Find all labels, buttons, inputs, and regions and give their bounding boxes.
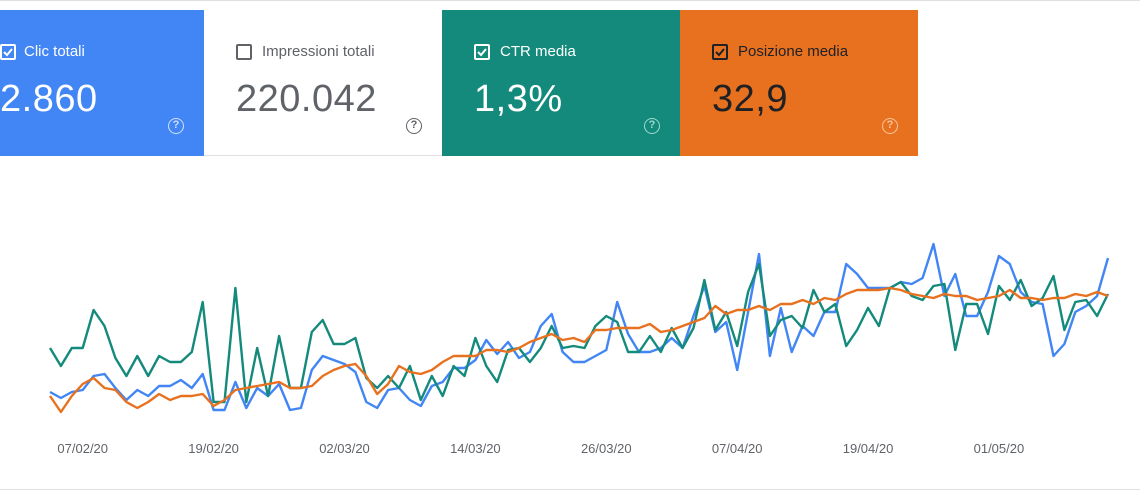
series-line-ctr-media bbox=[48, 262, 1110, 404]
metric-card-impressions[interactable]: Impressioni totali 220.042 ? bbox=[204, 10, 442, 156]
metric-card-clicks[interactable]: Clic totali 2.860 ? bbox=[0, 10, 204, 156]
position-value: 32,9 bbox=[712, 78, 788, 120]
impressions-value: 220.042 bbox=[236, 78, 377, 120]
metric-card-position[interactable]: Posizione media 32,9 ? bbox=[680, 10, 918, 156]
help-icon[interactable]: ? bbox=[168, 118, 184, 134]
help-icon[interactable]: ? bbox=[882, 118, 898, 134]
ctr-label: CTR media bbox=[500, 43, 576, 60]
x-tick-label: 19/02/20 bbox=[188, 441, 239, 456]
check-icon bbox=[715, 48, 725, 57]
metric-card-ctr[interactable]: CTR media 1,3% ? bbox=[442, 10, 680, 156]
x-tick-label: 14/03/20 bbox=[450, 441, 501, 456]
position-checkbox[interactable] bbox=[712, 44, 728, 60]
ctr-value: 1,3% bbox=[474, 78, 563, 120]
position-label: Posizione media bbox=[738, 43, 849, 60]
help-icon[interactable]: ? bbox=[644, 118, 660, 134]
impressions-label: Impressioni totali bbox=[262, 43, 375, 60]
clicks-checkbox[interactable] bbox=[0, 44, 16, 60]
check-icon bbox=[3, 48, 13, 57]
bottom-border bbox=[0, 489, 1140, 490]
series-line-posizione-media bbox=[49, 286, 1109, 414]
x-tick-label: 26/03/20 bbox=[581, 441, 632, 456]
top-border bbox=[0, 0, 1140, 1]
impressions-checkbox[interactable] bbox=[236, 44, 252, 60]
x-tick-label: 01/05/20 bbox=[974, 441, 1025, 456]
series-line-clic-totali bbox=[49, 242, 1110, 412]
x-tick-label: 07/04/20 bbox=[712, 441, 763, 456]
x-tick-label: 07/02/20 bbox=[57, 441, 108, 456]
clicks-value: 2.860 bbox=[0, 78, 98, 120]
clicks-label: Clic totali bbox=[24, 43, 85, 60]
performance-line-chart: 07/02/20 19/02/20 02/03/20 14/03/20 26/03/20… bbox=[48, 242, 1110, 456]
x-tick-label: 02/03/20 bbox=[319, 441, 370, 456]
ctr-checkbox[interactable] bbox=[474, 44, 490, 60]
check-icon bbox=[477, 48, 487, 57]
help-icon[interactable]: ? bbox=[406, 118, 422, 134]
x-tick-label: 19/04/20 bbox=[843, 441, 894, 456]
